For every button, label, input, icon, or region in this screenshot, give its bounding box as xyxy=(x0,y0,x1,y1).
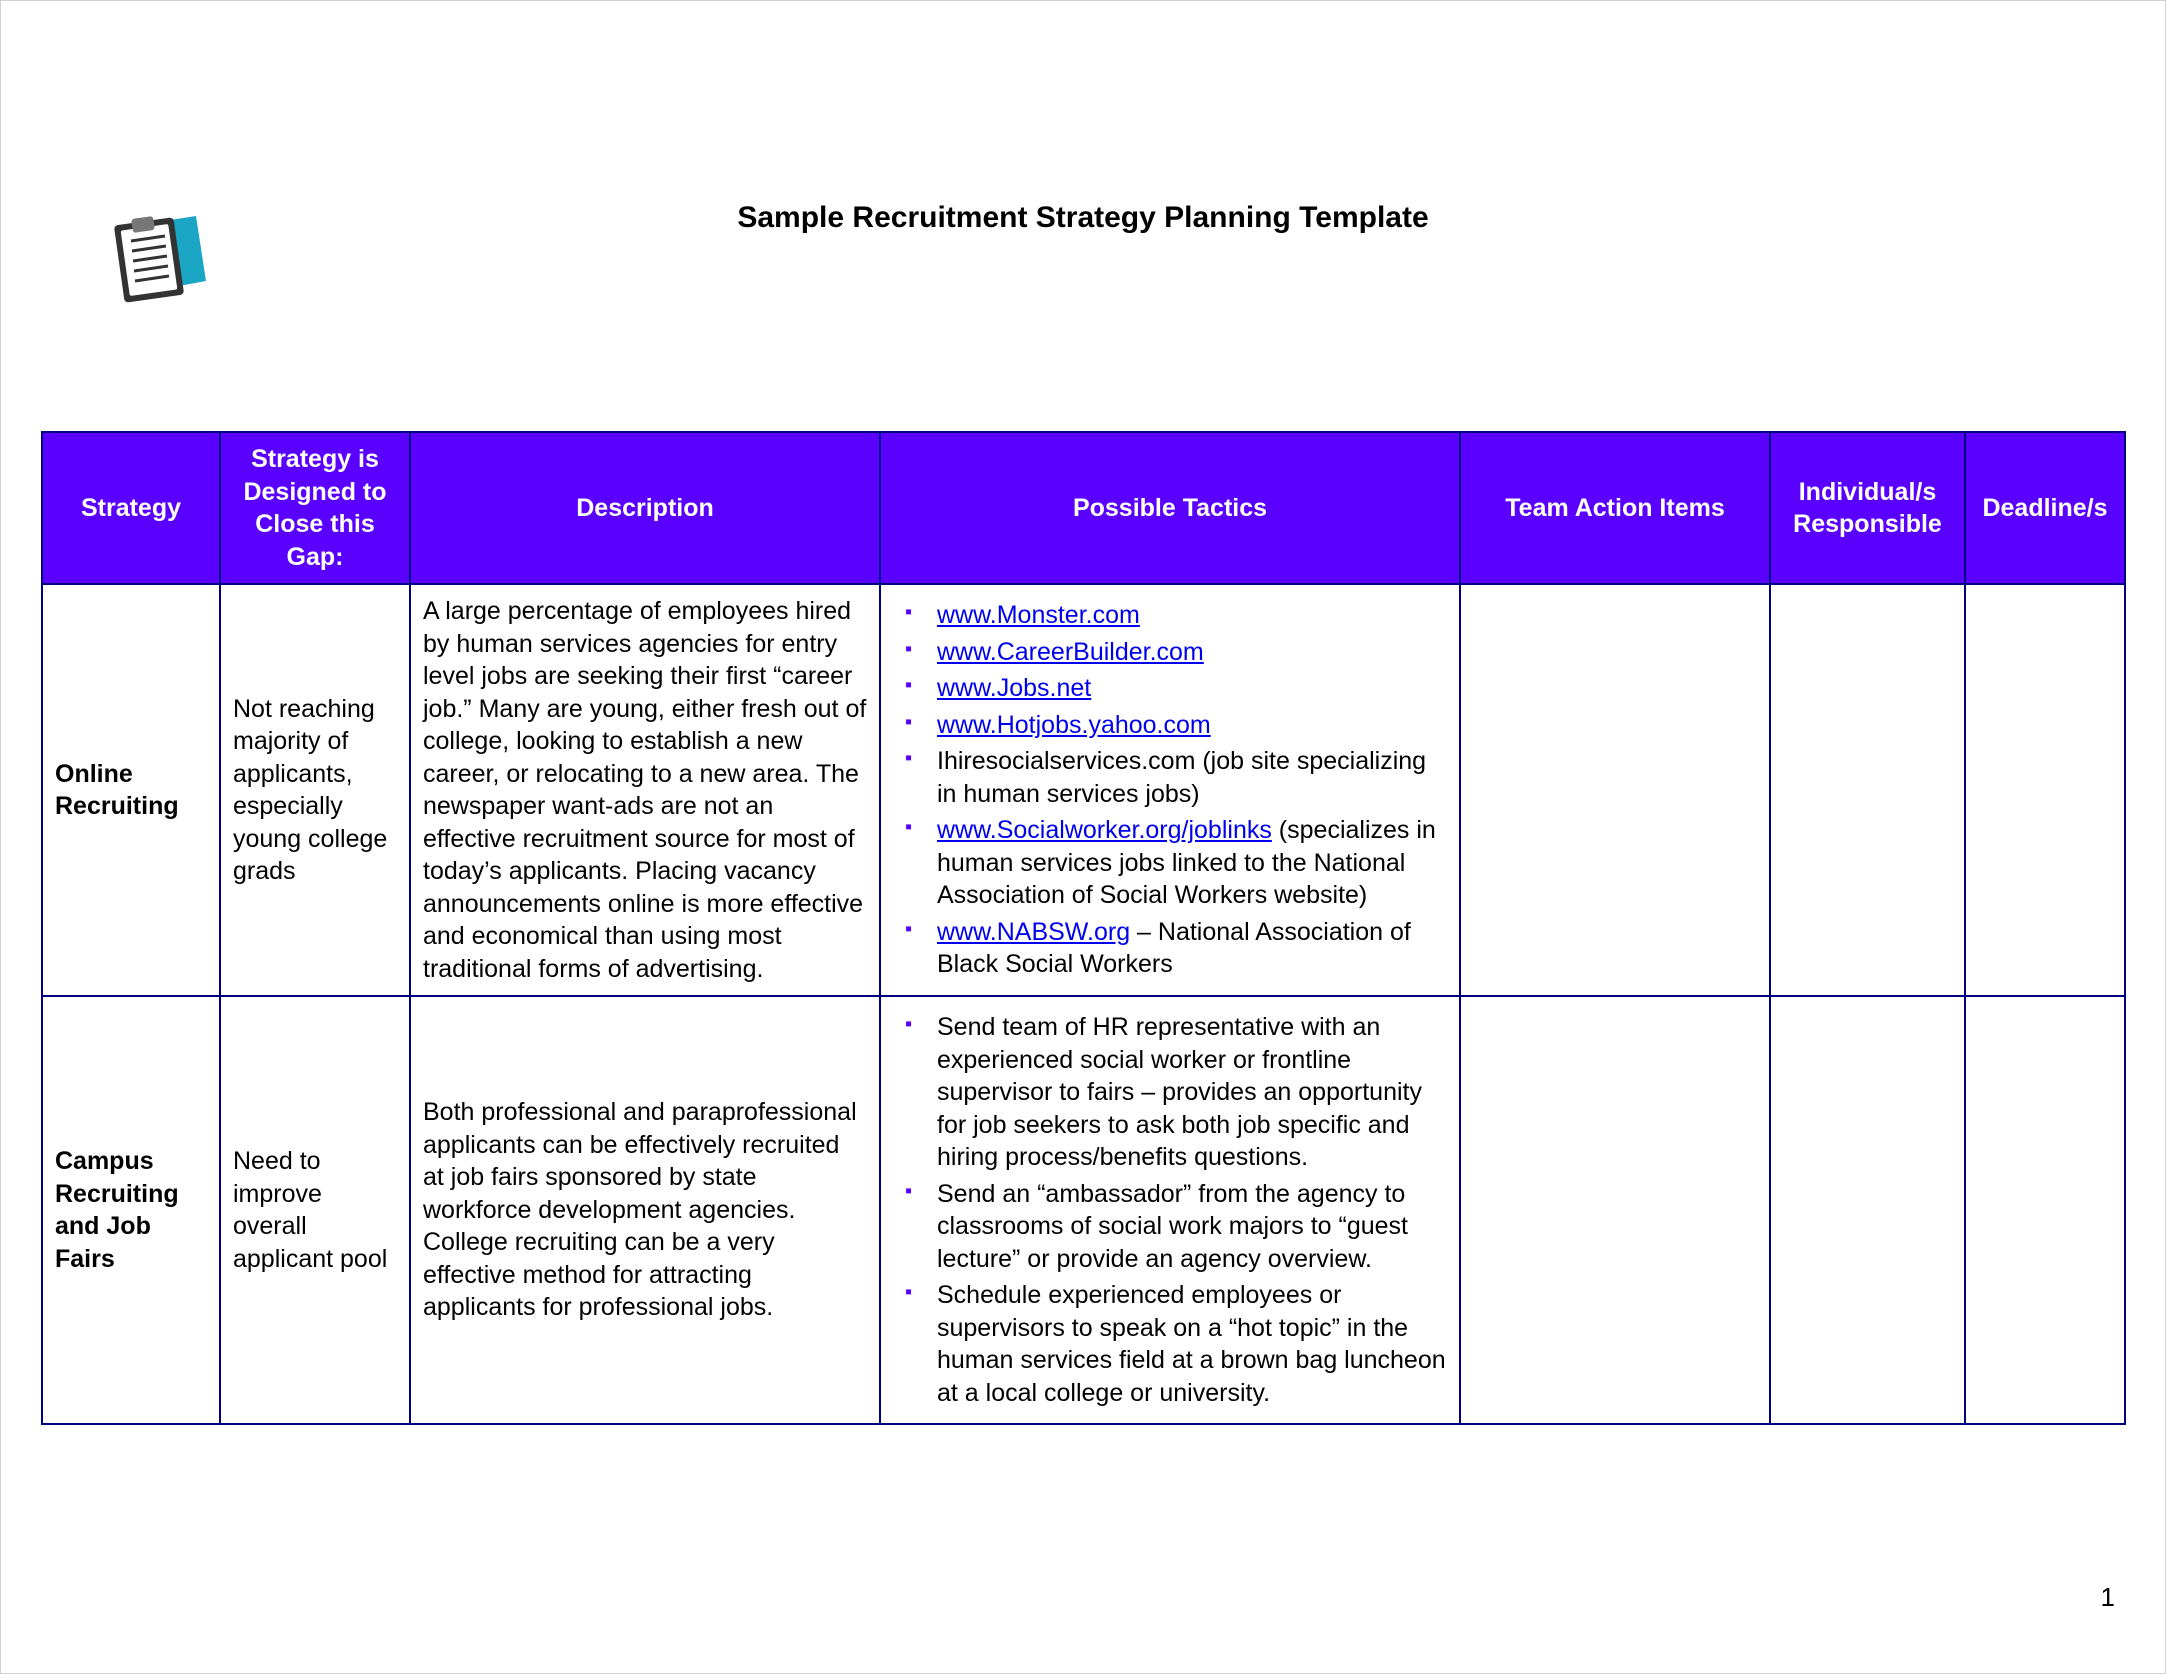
tactic-item: www.Socialworker.org/joblinks (specializ… xyxy=(929,814,1447,912)
tactic-item: www.CareerBuilder.com xyxy=(929,636,1447,669)
tactic-item: www.Jobs.net xyxy=(929,672,1447,705)
gap-cell: Not reaching majority of applicants, esp… xyxy=(220,584,410,996)
description-cell: A large percentage of employees hired by… xyxy=(410,584,880,996)
gap-cell: Need to improve overall applicant pool xyxy=(220,996,410,1424)
tactic-link[interactable]: www.Monster.com xyxy=(937,601,1140,629)
column-header: Team Action Items xyxy=(1460,432,1770,584)
table-row: Campus Recruiting and Job FairsNeed to i… xyxy=(42,996,2125,1424)
page-number: 1 xyxy=(2101,1582,2115,1613)
page-title: Sample Recruitment Strategy Planning Tem… xyxy=(41,201,2125,235)
table-head: StrategyStrategy is Designed to Close th… xyxy=(42,432,2125,584)
tactic-list: www.Monster.com www.CareerBuilder.com www.… xyxy=(893,599,1447,981)
tactic-link[interactable]: www.CareerBuilder.com xyxy=(937,638,1204,666)
table-row: Online RecruitingNot reaching majority o… xyxy=(42,584,2125,996)
clipboard-icon xyxy=(101,211,211,316)
tactic-item: Ihiresocialservices.com (job site specia… xyxy=(929,745,1447,810)
deadlines-cell xyxy=(1965,996,2125,1424)
deadlines-cell xyxy=(1965,584,2125,996)
tactic-link[interactable]: www.Jobs.net xyxy=(937,674,1091,702)
tactic-item: www.NABSW.org – National Association of … xyxy=(929,916,1447,981)
tactic-text: Ihiresocialservices.com (job site specia… xyxy=(937,747,1426,808)
tactic-item: Schedule experienced employees or superv… xyxy=(929,1279,1447,1409)
column-header: Description xyxy=(410,432,880,584)
tactic-link[interactable]: www.Socialworker.org/joblinks xyxy=(937,816,1272,844)
responsible-cell xyxy=(1770,584,1965,996)
table-header-row: StrategyStrategy is Designed to Close th… xyxy=(42,432,2125,584)
column-header: Possible Tactics xyxy=(880,432,1460,584)
team-action-cell xyxy=(1460,996,1770,1424)
strategy-cell: Campus Recruiting and Job Fairs xyxy=(42,996,220,1424)
tactic-link[interactable]: www.NABSW.org xyxy=(937,918,1130,946)
description-cell: Both professional and paraprofessional a… xyxy=(410,996,880,1424)
strategy-cell: Online Recruiting xyxy=(42,584,220,996)
tactic-text: Send an “ambassador” from the agency to … xyxy=(937,1180,1408,1273)
tactic-item: Send an “ambassador” from the agency to … xyxy=(929,1178,1447,1276)
tactic-item: Send team of HR representative with an e… xyxy=(929,1011,1447,1174)
column-header: Deadline/s xyxy=(1965,432,2125,584)
tactics-cell: www.Monster.com www.CareerBuilder.com www.… xyxy=(880,584,1460,996)
responsible-cell xyxy=(1770,996,1965,1424)
recruitment-strategy-table: StrategyStrategy is Designed to Close th… xyxy=(41,431,2126,1425)
team-action-cell xyxy=(1460,584,1770,996)
column-header: Strategy xyxy=(42,432,220,584)
tactic-text: Send team of HR representative with an e… xyxy=(937,1013,1422,1171)
column-header: Individual/s Responsible xyxy=(1770,432,1965,584)
tactics-cell: Send team of HR representative with an e… xyxy=(880,996,1460,1424)
table-body: Online RecruitingNot reaching majority o… xyxy=(42,584,2125,1424)
document-page: Sample Recruitment Strategy Planning Tem… xyxy=(0,0,2166,1674)
tactic-item: www.Monster.com xyxy=(929,599,1447,632)
tactic-list: Send team of HR representative with an e… xyxy=(893,1011,1447,1409)
tactic-item: www.Hotjobs.yahoo.com xyxy=(929,709,1447,742)
header-area: Sample Recruitment Strategy Planning Tem… xyxy=(41,201,2125,401)
tactic-text: Schedule experienced employees or superv… xyxy=(937,1281,1446,1407)
tactic-link[interactable]: www.Hotjobs.yahoo.com xyxy=(937,711,1211,739)
column-header: Strategy is Designed to Close this Gap: xyxy=(220,432,410,584)
